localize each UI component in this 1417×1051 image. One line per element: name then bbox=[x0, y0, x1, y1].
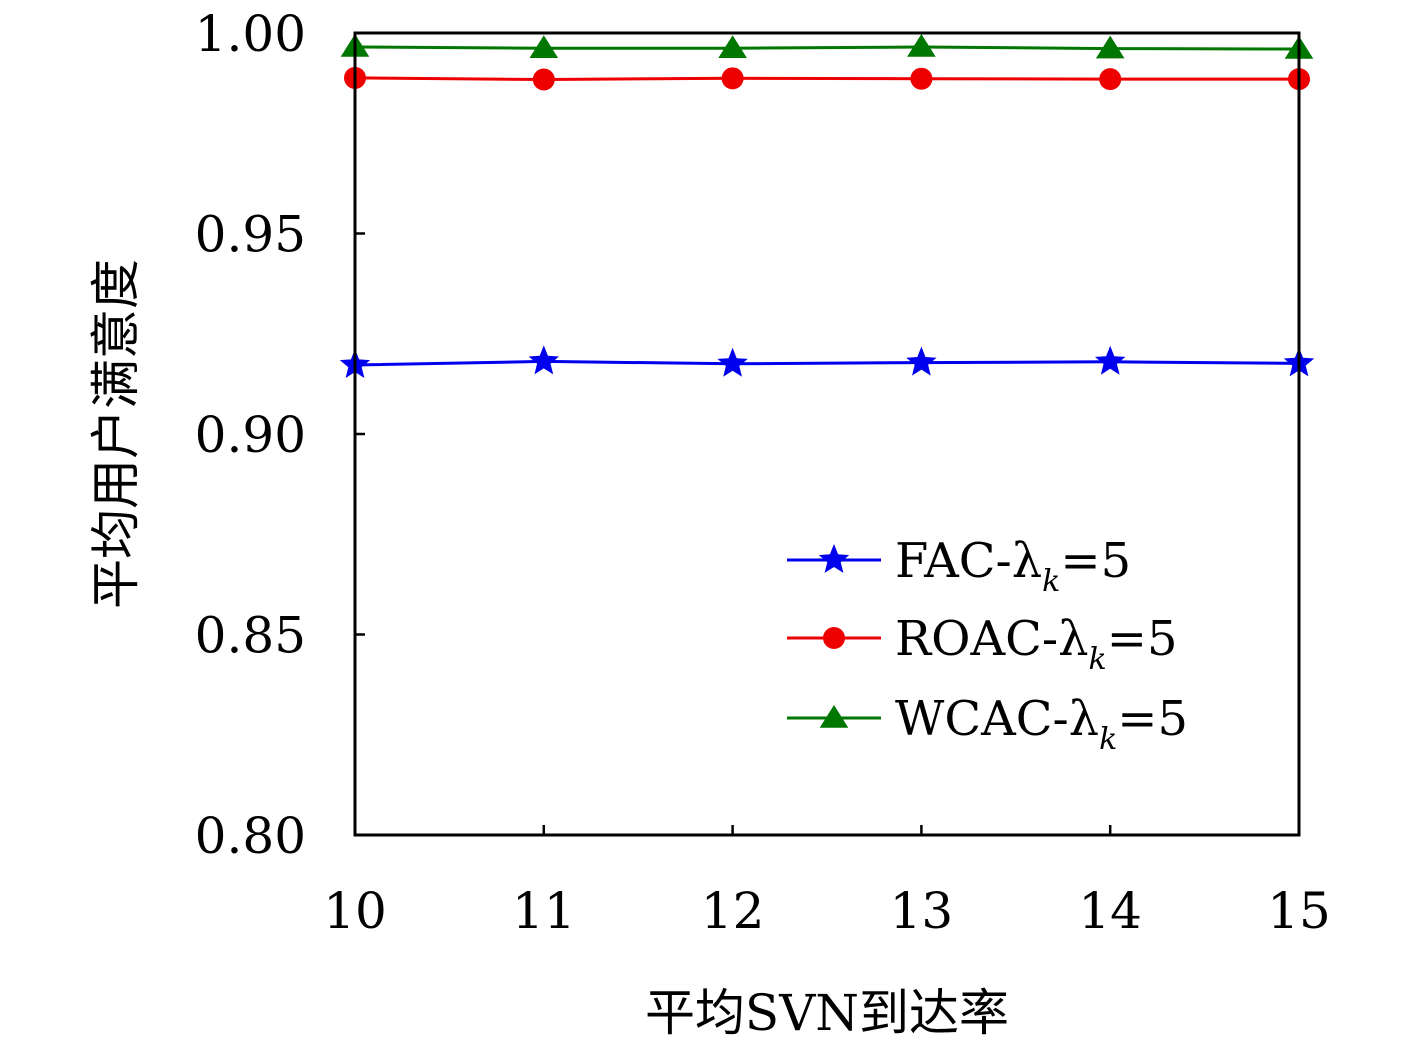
legend-label: ROAC-λk=5 bbox=[895, 611, 1177, 677]
x-tick-label: 10 bbox=[323, 882, 387, 940]
x-tick-label: 13 bbox=[890, 882, 954, 940]
y-tick-label: 1.00 bbox=[195, 5, 306, 63]
legend-marker bbox=[818, 544, 850, 573]
legend-label: FAC-λk=5 bbox=[895, 533, 1131, 599]
data-point-marker bbox=[1095, 345, 1126, 375]
data-point-marker bbox=[906, 346, 937, 376]
y-tick-label: 0.90 bbox=[195, 406, 306, 464]
x-tick-label: 15 bbox=[1267, 882, 1331, 940]
data-point-marker bbox=[910, 67, 933, 90]
legend-marker bbox=[823, 627, 845, 649]
data-point-marker bbox=[1099, 68, 1122, 91]
data-point-marker bbox=[717, 347, 748, 377]
y-axis-label: 平均用户满意度 bbox=[87, 259, 145, 609]
x-tick-label: 12 bbox=[701, 882, 765, 940]
legend-item: FAC-λk=5 bbox=[787, 533, 1131, 599]
legend-item: WCAC-λk=5 bbox=[787, 691, 1188, 757]
data-point-marker bbox=[721, 67, 744, 90]
data-point-marker bbox=[1095, 35, 1125, 59]
y-tick-label: 0.85 bbox=[195, 607, 306, 665]
x-tick-label: 14 bbox=[1078, 882, 1142, 940]
legend-label: WCAC-λk=5 bbox=[895, 691, 1188, 757]
x-axis-label: 平均SVN到达率 bbox=[645, 984, 1009, 1042]
y-tick-label: 0.95 bbox=[195, 206, 306, 264]
tick-layer: 10 11 12 13 14 15 0.80 0.85 0.90 0.95 1.00 bbox=[195, 5, 1331, 940]
data-point-marker bbox=[907, 34, 936, 57]
data-point-marker bbox=[528, 345, 559, 375]
series-circle bbox=[344, 66, 1310, 91]
series-line bbox=[354, 76, 1299, 82]
legend-marker bbox=[819, 705, 849, 728]
series-layer bbox=[339, 34, 1315, 378]
series-line bbox=[354, 45, 1300, 51]
x-tick-label: 11 bbox=[512, 882, 576, 940]
series-triangle bbox=[340, 34, 1314, 59]
series-star bbox=[339, 345, 1315, 378]
y-tick-label: 0.80 bbox=[195, 807, 306, 865]
series-line bbox=[354, 359, 1300, 367]
legend-item: ROAC-λk=5 bbox=[787, 611, 1177, 677]
legend: FAC-λk=5 ROAC-λk=5 WCAC-λk=5 bbox=[787, 533, 1188, 757]
data-point-marker bbox=[718, 35, 747, 58]
data-point-marker bbox=[532, 68, 555, 91]
data-point-marker bbox=[529, 35, 559, 58]
